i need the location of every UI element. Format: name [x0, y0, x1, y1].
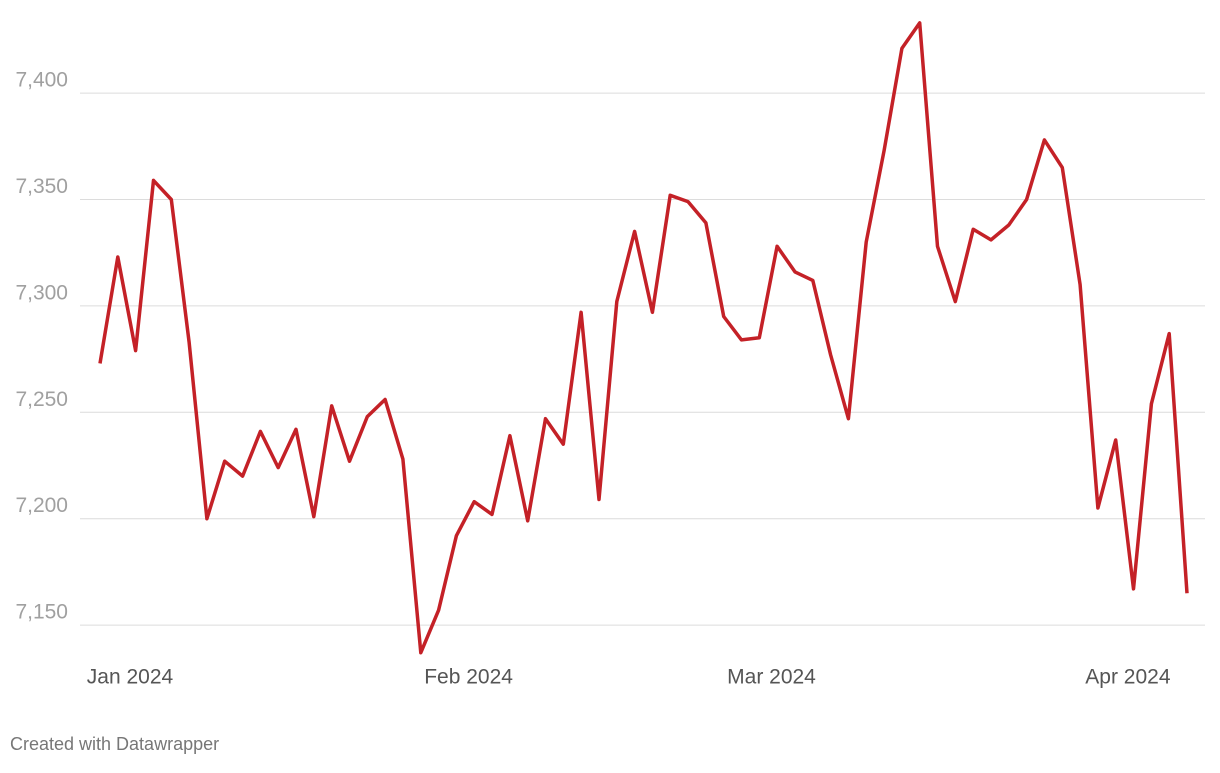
- data-line: [98, 21, 1189, 655]
- y-tick-label: 7,150: [15, 601, 68, 624]
- x-tick-label: Jan 2024: [87, 666, 174, 689]
- footer: Created with Datawrapper: [10, 734, 219, 754]
- y-tick-label: 7,400: [15, 69, 68, 92]
- x-tick-label: Apr 2024: [1085, 666, 1171, 689]
- y-tick-label: 7,300: [15, 281, 68, 304]
- y-tick-label: 7,200: [15, 494, 68, 517]
- y-tick-label: 7,350: [15, 175, 68, 198]
- x-tick-label: Mar 2024: [727, 666, 816, 689]
- y-tick-label: 7,250: [15, 388, 68, 411]
- x-tick-label: Feb 2024: [424, 666, 513, 689]
